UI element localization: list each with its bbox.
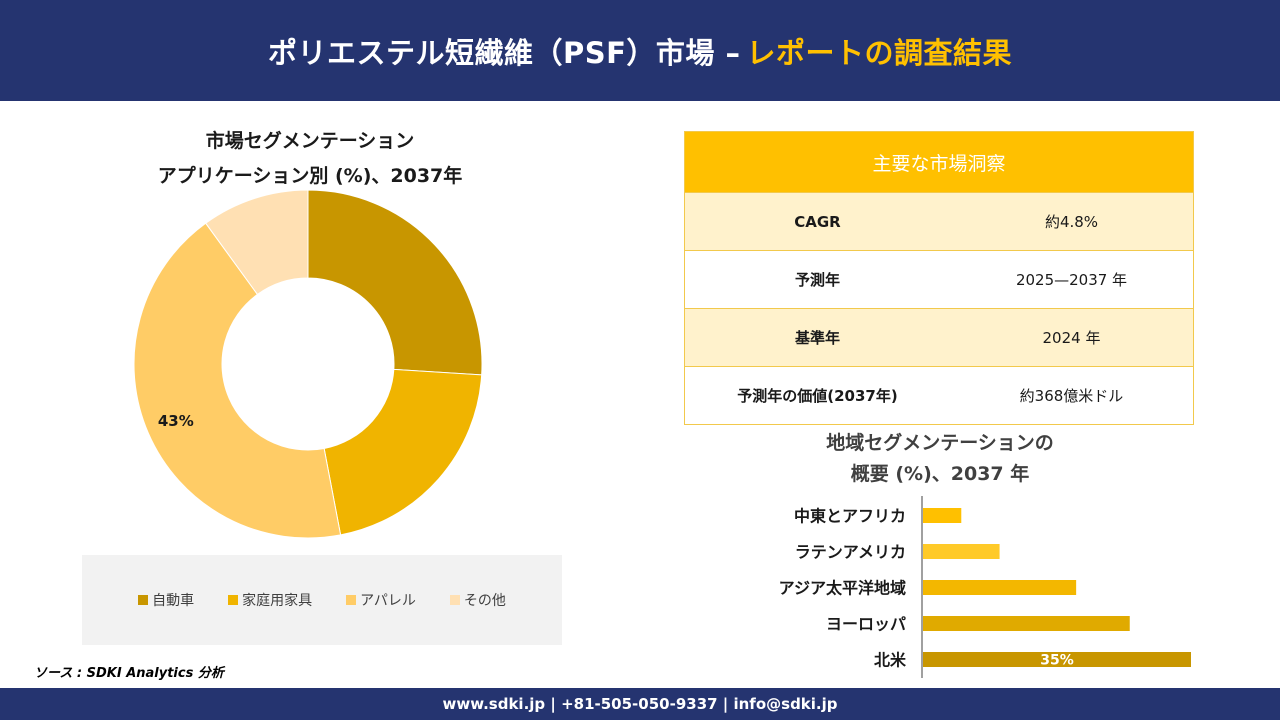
- header-title: ポリエステル短繊維（PSF）市場 –: [267, 35, 741, 70]
- insight-value: 2025—2037 年: [1015, 271, 1128, 289]
- insight-row-forecast-value: 予測年の価値(2037年) 約368億米ドル: [685, 366, 1193, 424]
- legend-label: その他: [463, 593, 506, 609]
- header-title-accent: レポートの調査結果: [746, 35, 1013, 70]
- insight-label: 予測年: [794, 271, 840, 289]
- insight-label: CAGR: [794, 212, 841, 231]
- donut-slice: [133, 222, 342, 539]
- donut-title-line2: アプリケーション別 (%)、2037年: [157, 165, 463, 187]
- bar: [923, 616, 1130, 631]
- insight-label: 基準年: [794, 329, 840, 347]
- bar-category-label: ラテンアメリカ: [795, 543, 906, 562]
- legend-label: 家庭用家具: [242, 593, 313, 609]
- insight-row-base-year: 基準年 2024 年: [685, 308, 1193, 366]
- report-header: ポリエステル短繊維（PSF）市場 – レポートの調査結果: [0, 0, 1280, 101]
- bar-data-label: 35%: [1040, 653, 1074, 669]
- bar: [923, 544, 1000, 559]
- donut-legend: 自動車 家庭用家具 アパレル その他: [82, 555, 562, 645]
- donut-title-line1: 市場セグメンテーション: [205, 130, 415, 152]
- insight-row-forecast-year: 予測年 2025—2037 年: [685, 250, 1193, 308]
- insight-value: 2024 年: [1042, 329, 1101, 347]
- contact-footer: www.sdki.jp | +81-505-050-9337 | info@sd…: [0, 688, 1280, 720]
- legend-label: アパレル: [360, 593, 416, 609]
- bar-category-label: ヨーロッパ: [826, 615, 906, 634]
- legend-label: 自動車: [152, 593, 195, 609]
- donut-chart-title: 市場セグメンテーション アプリケーション別 (%)、2037年: [110, 124, 510, 194]
- legend-swatch: [449, 595, 460, 605]
- donut-slice: [307, 189, 483, 376]
- source-note: ソース : SDKI Analytics 分析: [34, 666, 224, 681]
- donut-slice: [323, 368, 483, 536]
- insight-value: 約368億米ドル: [1019, 387, 1124, 405]
- legend-item: アパレル: [346, 590, 416, 610]
- legend-swatch: [228, 595, 239, 605]
- legend-swatch: [138, 595, 149, 605]
- legend-item: 家庭用家具: [228, 590, 312, 610]
- region-chart-title: 地域セグメンテーションの 概要 (%)、2037 年: [740, 428, 1140, 490]
- legend-swatch: [346, 595, 357, 605]
- insight-value: 約4.8%: [1044, 213, 1099, 231]
- bar-category-label: 中東とアフリカ: [794, 507, 906, 526]
- bar-category-label: アジア太平洋地域: [779, 579, 906, 598]
- legend-item: 自動車: [138, 590, 194, 610]
- bar: [923, 580, 1077, 595]
- legend-item: その他: [449, 590, 506, 610]
- donut-chart: 43%: [133, 189, 483, 539]
- region-title-line1: 地域セグメンテーションの: [826, 432, 1054, 454]
- region-title-line2: 概要 (%)、2037 年: [850, 463, 1030, 485]
- bar-category-label: 北米: [874, 651, 907, 670]
- insight-row-cagr: CAGR 約4.8%: [685, 192, 1193, 250]
- key-insights-table: 主要な市場洞察 CAGR 約4.8% 予測年 2025—2037 年 基準年 2…: [684, 131, 1194, 425]
- insights-title: 主要な市場洞察: [685, 132, 1193, 192]
- bar: [923, 652, 1191, 667]
- bar: [923, 508, 962, 523]
- donut-data-label: 43%: [158, 412, 194, 430]
- donut-slice: [205, 189, 309, 296]
- insight-label: 予測年の価値(2037年): [737, 387, 898, 405]
